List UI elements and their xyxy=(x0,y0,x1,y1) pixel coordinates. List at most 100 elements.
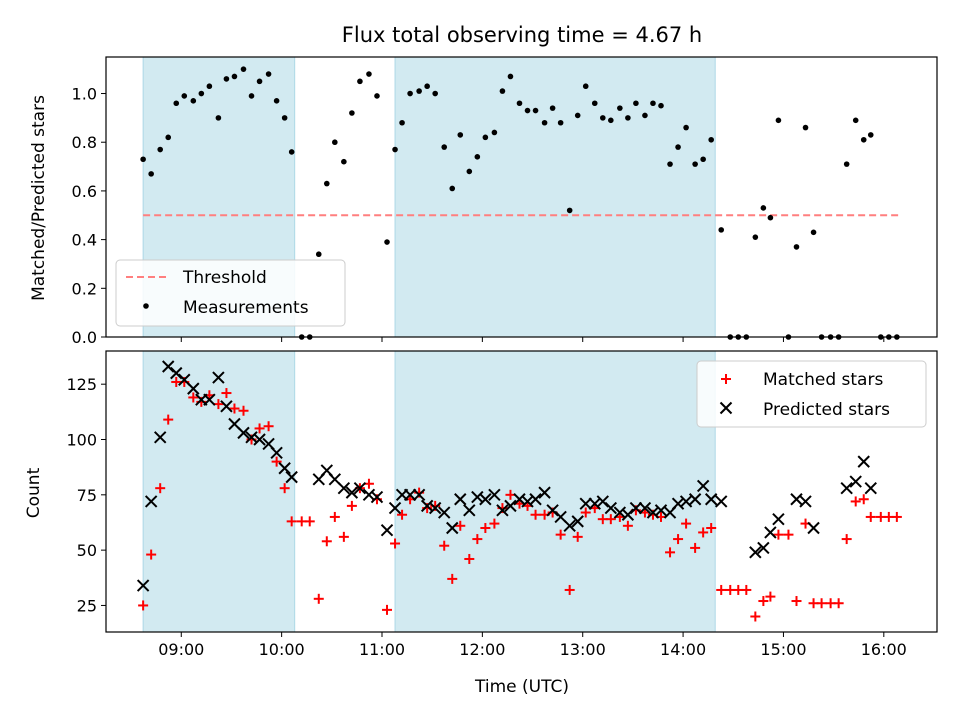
predicted-star-point xyxy=(571,515,584,528)
legend-measurement-label: Measurements xyxy=(183,298,309,318)
measurement-point xyxy=(198,90,205,97)
matched-star-point xyxy=(263,421,274,432)
predicted-star-point xyxy=(864,481,877,495)
measurement-point xyxy=(599,115,606,121)
legend-matched-label: Matched stars xyxy=(763,370,883,390)
predicted-star-point-b xyxy=(715,495,728,508)
measurement-point xyxy=(392,146,398,153)
measurement-point xyxy=(357,78,363,85)
predicted-star-point-b xyxy=(772,512,785,526)
predicted-star-point xyxy=(353,481,367,495)
matched-star-point xyxy=(580,507,591,518)
predicted-star-point-b xyxy=(799,495,812,508)
predicted-star-point-b xyxy=(688,493,702,506)
matched-star-point xyxy=(605,514,616,525)
measurement-point xyxy=(608,117,614,124)
measurement-point xyxy=(752,234,759,240)
matched-star-point xyxy=(673,534,684,545)
matched-star-point xyxy=(313,593,324,604)
predicted-star-point-b xyxy=(604,501,618,515)
legend-measurement-swatch xyxy=(143,303,149,309)
measurement-point xyxy=(793,244,800,250)
matched-star-point xyxy=(286,516,297,527)
count-panel: 09:00 10:00 11:00 12:00 13:00 14:00 15:00 16:00… xyxy=(66,350,938,659)
predicted-star-point xyxy=(446,521,459,535)
legend-threshold-label: Threshold xyxy=(182,268,267,288)
measurement-point xyxy=(248,93,255,99)
x-tick-label: 14:00 xyxy=(660,640,706,659)
predicted-star-point-b xyxy=(671,497,685,510)
chart-title: Flux total observing time = 4.67 h xyxy=(342,23,702,47)
predicted-star-point-b xyxy=(320,464,334,477)
x-tick-label: 12:00 xyxy=(459,640,505,659)
predicted-star-point xyxy=(671,497,685,510)
predicted-star-point-b xyxy=(629,501,643,515)
measurement-point xyxy=(708,136,714,143)
shaded-interval-1 xyxy=(394,56,716,338)
predicted-star-point-b xyxy=(704,493,718,506)
predicted-star-point xyxy=(504,499,517,513)
matched-star-point xyxy=(850,496,861,507)
matched-star-point xyxy=(163,414,174,425)
predicted-star-point-b xyxy=(613,506,627,519)
predicted-star-point xyxy=(799,495,812,508)
x-tick-label: 13:00 xyxy=(560,640,606,659)
measurement-point xyxy=(532,107,539,114)
matched-star-point xyxy=(750,611,761,622)
predicted-star-point-b xyxy=(563,519,576,533)
ratio-panel: 0.0 0.2 0.4 0.6 0.8 1.0 Threshold Measurements xyxy=(72,56,938,347)
predicted-star-point xyxy=(345,486,359,499)
legend-predicted-swatch-b xyxy=(719,401,733,415)
predicted-star-point-b xyxy=(521,495,534,508)
shaded-interval-1 xyxy=(394,350,716,633)
matched-star-point xyxy=(229,403,240,414)
predicted-star-point-b xyxy=(646,506,660,519)
predicted-star-point xyxy=(629,501,643,515)
matched-star-point xyxy=(489,518,500,529)
measurement-point xyxy=(173,100,180,107)
measurement-point xyxy=(323,180,330,187)
measurement-point xyxy=(549,105,556,111)
predicted-star-point xyxy=(428,501,442,515)
predicted-star-point xyxy=(757,541,770,555)
measurement-point xyxy=(860,136,867,143)
y-tick-label: 0.0 xyxy=(72,328,97,347)
matched-star-point xyxy=(690,542,701,553)
predicted-star-point-b xyxy=(538,486,551,499)
measurement-point xyxy=(157,146,163,153)
predicted-star-point-b xyxy=(285,470,298,484)
predicted-star-point-b xyxy=(136,579,150,592)
predicted-star-point xyxy=(253,433,266,446)
matched-star-point xyxy=(773,529,784,540)
measurement-point xyxy=(273,98,280,104)
measurement-point xyxy=(231,73,238,80)
predicted-star-point xyxy=(807,521,820,535)
matched-star-point xyxy=(338,531,349,542)
legend-ratio: Threshold Measurements xyxy=(115,259,346,327)
predicted-star-point-b xyxy=(278,462,291,475)
predicted-star-point-b xyxy=(579,497,592,510)
predicted-star-point-b xyxy=(463,504,476,517)
measurement-point xyxy=(566,207,573,214)
predicted-star-point-b xyxy=(380,524,394,537)
measurement-point xyxy=(574,112,581,119)
predicted-star-point-b xyxy=(353,481,367,495)
predicted-star-point xyxy=(563,519,576,533)
predicted-star-point-b xyxy=(187,382,200,395)
predicted-star-point-b xyxy=(596,495,610,508)
predicted-star-point-b xyxy=(328,473,342,486)
matched-star-point xyxy=(891,511,902,522)
measurement-point xyxy=(767,214,774,221)
measurement-point xyxy=(760,205,767,211)
predicted-star-point xyxy=(403,488,417,502)
predicted-star-point-b xyxy=(370,490,384,504)
predicted-star-point xyxy=(579,497,592,510)
matched-star-point xyxy=(833,598,844,609)
predicted-star-point xyxy=(840,481,853,495)
matched-star-point xyxy=(564,584,575,595)
predicted-star-point-b xyxy=(764,526,777,539)
predicted-star-point xyxy=(679,495,693,508)
measurement-point xyxy=(288,149,295,155)
predicted-star-point xyxy=(654,504,668,517)
predicted-star-point xyxy=(278,462,291,475)
